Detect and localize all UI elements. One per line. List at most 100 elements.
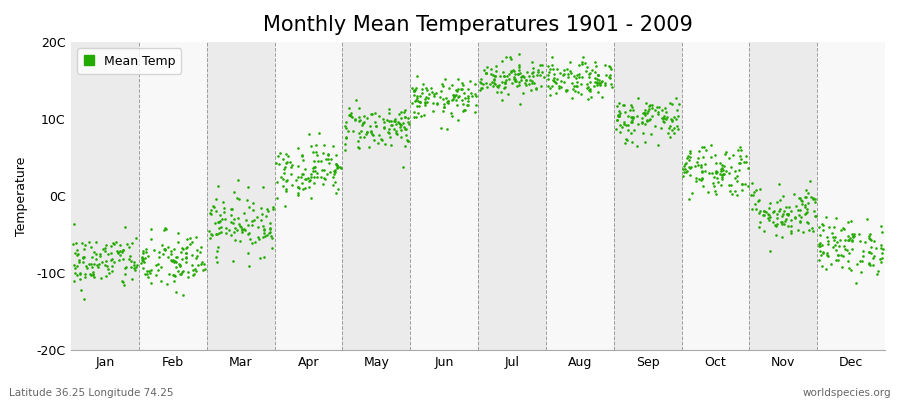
- Point: [219, 230, 233, 236]
- Point: [98, 245, 112, 252]
- Point: [101, 251, 115, 258]
- Point: [436, 83, 450, 89]
- Point: [545, 77, 560, 83]
- Point: [309, 149, 323, 155]
- Point: [446, 93, 461, 99]
- Point: [844, 267, 859, 274]
- Point: [559, 88, 573, 94]
- Point: [341, 105, 356, 111]
- Point: [580, 85, 595, 92]
- Point: [559, 86, 573, 93]
- Point: [603, 72, 617, 78]
- Point: [88, 251, 103, 257]
- Point: [698, 168, 712, 174]
- Point: [526, 80, 541, 86]
- Point: [819, 252, 833, 258]
- Point: [770, 215, 785, 222]
- Point: [210, 231, 224, 238]
- Point: [736, 158, 751, 165]
- Point: [173, 263, 187, 270]
- Point: [427, 108, 441, 114]
- Point: [638, 110, 652, 116]
- Point: [497, 84, 511, 91]
- Point: [356, 122, 370, 129]
- Point: [543, 66, 557, 72]
- Point: [428, 90, 443, 97]
- Point: [525, 78, 539, 85]
- Point: [189, 255, 203, 262]
- Point: [692, 148, 706, 154]
- Point: [166, 272, 180, 278]
- Point: [225, 220, 239, 226]
- Point: [338, 141, 353, 147]
- Point: [159, 281, 174, 287]
- Point: [511, 64, 526, 70]
- Point: [639, 110, 653, 116]
- Point: [97, 248, 112, 254]
- Point: [626, 114, 640, 120]
- Point: [483, 81, 498, 87]
- Point: [323, 169, 338, 175]
- Point: [825, 230, 840, 236]
- Point: [815, 249, 830, 255]
- Point: [846, 234, 860, 240]
- Point: [849, 279, 863, 286]
- Point: [691, 176, 706, 182]
- Point: [816, 227, 831, 233]
- Point: [531, 69, 545, 75]
- Point: [546, 70, 561, 77]
- Point: [92, 260, 106, 267]
- Point: [328, 179, 343, 185]
- Point: [852, 258, 867, 265]
- Point: [276, 156, 291, 162]
- Point: [144, 236, 158, 243]
- Point: [302, 184, 316, 190]
- Point: [140, 246, 154, 252]
- Point: [418, 96, 432, 103]
- Point: [314, 174, 328, 180]
- Point: [212, 218, 227, 224]
- Point: [278, 186, 293, 192]
- Point: [456, 100, 471, 107]
- Point: [727, 174, 742, 181]
- Point: [250, 214, 265, 220]
- Point: [425, 89, 439, 95]
- Point: [472, 78, 487, 85]
- Point: [808, 212, 823, 219]
- Point: [777, 220, 791, 227]
- Point: [292, 192, 306, 198]
- Point: [356, 120, 370, 126]
- Point: [858, 238, 872, 245]
- Point: [278, 164, 293, 170]
- Point: [372, 113, 386, 119]
- Point: [512, 79, 526, 85]
- Point: [428, 92, 442, 99]
- Point: [744, 191, 759, 198]
- Point: [801, 200, 815, 206]
- Point: [456, 90, 471, 96]
- Point: [187, 266, 202, 272]
- Point: [753, 208, 768, 214]
- Point: [598, 62, 613, 68]
- Point: [709, 190, 724, 197]
- Point: [561, 71, 575, 78]
- Point: [451, 94, 465, 100]
- Point: [516, 90, 530, 97]
- Point: [157, 246, 171, 252]
- Point: [180, 244, 194, 250]
- Point: [76, 258, 91, 265]
- Point: [108, 239, 122, 246]
- Point: [775, 234, 789, 240]
- Point: [644, 102, 658, 108]
- Point: [254, 217, 268, 223]
- Point: [85, 264, 99, 270]
- Point: [217, 204, 231, 211]
- Point: [732, 166, 746, 173]
- Point: [676, 166, 690, 173]
- Point: [69, 272, 84, 278]
- Point: [179, 258, 194, 265]
- Point: [580, 96, 595, 102]
- Point: [339, 125, 354, 132]
- Point: [166, 259, 181, 265]
- Point: [833, 227, 848, 233]
